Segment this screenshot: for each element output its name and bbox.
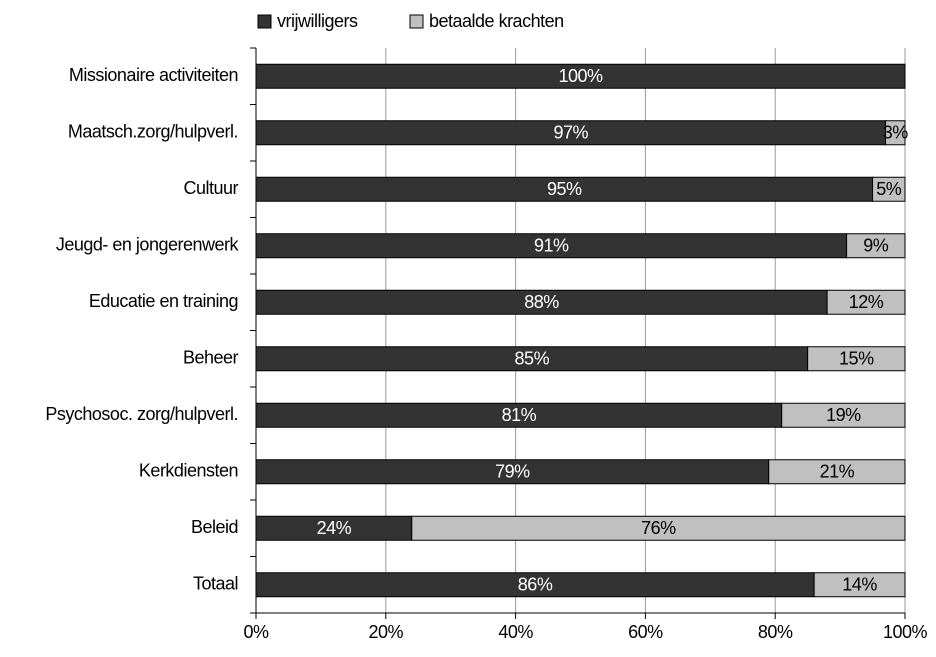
data-label: 91%: [534, 236, 569, 256]
bar-segment: [255, 346, 809, 372]
x-tick-label: 80%: [758, 622, 793, 642]
y-tick-label: Psychosoc. zorg/hulpverl.: [45, 404, 238, 424]
x-tick-label: 20%: [369, 622, 404, 642]
legend-swatch: [257, 14, 272, 29]
legend-label: vrijwilligers: [277, 11, 358, 31]
y-tick-label: Beleid: [191, 517, 238, 537]
y-tick-label: Beheer: [183, 348, 239, 368]
y-tick-label: Cultuur: [183, 178, 238, 198]
y-tick-label: Educatie en training: [89, 291, 238, 311]
bar-segment: [768, 459, 906, 485]
data-label: 3%: [883, 123, 909, 143]
data-label: 95%: [547, 179, 582, 199]
data-label: 85%: [515, 349, 550, 369]
bar-segment: [846, 233, 906, 259]
data-label: 5%: [876, 179, 902, 199]
y-tick-label: Totaal: [193, 574, 238, 594]
data-label: 88%: [524, 292, 559, 312]
x-tick-label: 0%: [243, 622, 269, 642]
data-label: 12%: [849, 292, 884, 312]
y-tick-label: Kerkdiensten: [139, 461, 238, 481]
x-tick-label: 40%: [498, 622, 533, 642]
data-label: 9%: [863, 236, 889, 256]
data-label: 97%: [553, 123, 588, 143]
bar-segment: [781, 402, 906, 428]
data-label: 21%: [820, 462, 855, 482]
data-label: 76%: [641, 518, 676, 538]
bar-segment: [826, 289, 906, 315]
data-label: 79%: [495, 462, 530, 482]
data-label: 14%: [842, 575, 877, 595]
bar-segment: [255, 402, 783, 428]
bar-segment: [411, 515, 906, 541]
bar-segment: [255, 233, 848, 259]
bar-segment: [255, 572, 815, 598]
x-tick-label: 60%: [628, 622, 663, 642]
y-tick-label: Jeugd- en jongerenwerk: [56, 235, 240, 255]
data-label: 86%: [518, 575, 553, 595]
data-label: 100%: [558, 66, 603, 86]
bar-segment: [255, 63, 906, 89]
bar-segment: [255, 176, 874, 202]
data-label: 19%: [826, 405, 861, 425]
legend-label: betaalde krachten: [429, 11, 564, 31]
bar-segment: [255, 120, 887, 146]
data-label: 15%: [839, 349, 874, 369]
data-label: 81%: [502, 405, 537, 425]
bar-segment: [813, 572, 906, 598]
y-tick-label: Missionaire activiteiten: [69, 65, 238, 85]
bar-segment: [255, 515, 413, 541]
y-tick-label: Maatsch.zorg/hulpverl.: [68, 122, 238, 142]
data-label: 24%: [317, 518, 352, 538]
bar-segment: [872, 176, 906, 202]
bar-segment: [807, 346, 906, 372]
bar-segment: [885, 120, 906, 146]
legend-swatch: [409, 14, 424, 29]
x-tick-label: 100%: [883, 622, 928, 642]
